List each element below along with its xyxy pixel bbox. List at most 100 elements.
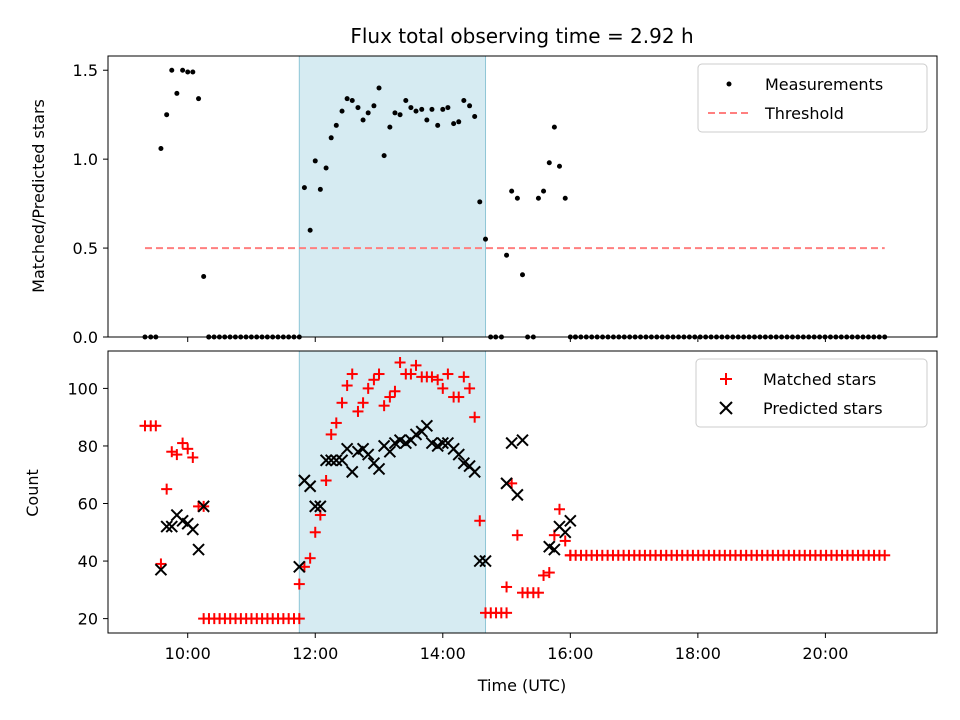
predicted-stars-point-b (377, 439, 391, 453)
predicted-stars-point-b (505, 436, 518, 450)
measurements-point (344, 96, 350, 102)
predicted-stars-point (319, 454, 333, 467)
predicted-stars-point-b (335, 454, 349, 467)
predicted-stars-point-b (393, 433, 407, 447)
matched-stars-point (432, 374, 444, 386)
measurements-point (504, 252, 510, 258)
measurements-point (461, 97, 467, 103)
measurements-point (185, 69, 191, 75)
measurements-point (164, 112, 170, 118)
bottom-legend: Matched stars Predicted stars (695, 358, 928, 428)
measurements-point (365, 110, 371, 116)
predicted-stars-point (165, 520, 178, 533)
predicted-stars-point (548, 543, 561, 556)
measurements-point (562, 195, 568, 201)
predicted-stars-point (324, 454, 338, 467)
predicted-stars-point-b (197, 500, 210, 513)
chart-title: Flux total observing time = 2.92 h (350, 24, 693, 48)
bottom-x-tick-label: 20:00 (802, 644, 848, 663)
top-observing-window (298, 55, 487, 338)
measurements-point (472, 113, 478, 119)
legend-label-matched: Matched stars (763, 370, 876, 389)
matched-stars-point (378, 400, 390, 412)
predicted-stars-point-b (441, 436, 455, 450)
matched-stars-point (410, 359, 422, 371)
measurements-point (158, 145, 164, 151)
predicted-stars-point-b (330, 454, 343, 467)
matched-stars-point (177, 437, 189, 449)
measurements-point (174, 90, 180, 96)
measurements-point (381, 153, 387, 159)
matched-stars-point (373, 368, 385, 380)
predicted-stars-point (420, 419, 434, 433)
predicted-stars-point-b (319, 454, 333, 467)
predicted-stars-point (505, 436, 518, 450)
predicted-stars-point-b (160, 520, 173, 533)
predicted-stars-point-b (309, 500, 322, 513)
measurements-point (201, 274, 207, 280)
bottom-legend-box (695, 358, 928, 428)
matched-stars-point (352, 405, 364, 417)
predicted-stars-point-b (457, 457, 471, 470)
legend-label-measurements: Measurements (765, 75, 883, 94)
bottom-y-tick-label: 20 (78, 610, 98, 629)
predicted-stars-point (473, 554, 486, 568)
measurements-point (535, 195, 541, 201)
predicted-stars-point-b (340, 442, 354, 456)
predicted-stars-point-b (293, 560, 306, 574)
predicted-stars-point-b (314, 500, 327, 513)
measurements-point (349, 97, 355, 103)
measurements-point (556, 163, 562, 169)
matched-stars-point (437, 382, 449, 394)
matched-stars-point (304, 552, 316, 564)
predicted-stars-point (516, 433, 529, 447)
measurements-point (435, 122, 441, 128)
measurements-point (429, 106, 435, 112)
bottom-x-tick-label: 14:00 (420, 644, 466, 663)
matched-stars-point (357, 397, 369, 409)
matched-stars-point (442, 368, 454, 380)
matched-stars-point (394, 357, 406, 369)
matched-stars-point (368, 374, 380, 386)
matched-stars-point (511, 529, 523, 541)
top-panel: Matched/Predicted stars 0.0 0.5 1.0 1.5 (29, 55, 938, 347)
predicted-stars-point (303, 480, 317, 493)
measurements-point (403, 97, 409, 103)
bottom-y-tick-label: 100 (67, 379, 98, 398)
measurements-point (419, 106, 425, 112)
measurements-point (360, 117, 366, 123)
measurements-point (323, 165, 329, 171)
matched-stars-point (309, 526, 321, 538)
measurements-point (180, 67, 186, 73)
top-y-tick-label: 0.0 (73, 328, 98, 347)
predicted-stars-point-b (564, 514, 577, 527)
predicted-stars-point-b (361, 448, 375, 461)
matched-stars-point (155, 558, 167, 570)
predicted-stars-point (346, 465, 359, 479)
matched-stars-point (293, 578, 305, 590)
predicted-stars-point-b (511, 488, 524, 502)
predicted-stars-point-b (436, 436, 449, 450)
measurements-point (339, 108, 345, 114)
measurements-point (520, 272, 525, 278)
measurements-point (413, 108, 419, 114)
measurements-point (477, 199, 483, 205)
predicted-stars-point (309, 500, 322, 513)
matched-stars-point (405, 368, 417, 380)
matched-stars-point (553, 503, 565, 515)
predicted-stars-point-b (324, 454, 338, 467)
matched-stars-point (474, 515, 486, 527)
matched-stars-point (187, 451, 199, 463)
matched-stars-point (341, 380, 353, 392)
measurements-point (424, 117, 430, 123)
predicted-stars-point-b (452, 448, 465, 461)
legend-marker-measurements (726, 81, 732, 87)
measurements-point (440, 106, 446, 112)
measurements-point (371, 103, 377, 109)
matched-stars-point (171, 449, 183, 461)
bottom-x-tick-label: 18:00 (675, 644, 721, 663)
bottom-axes-frame (107, 350, 938, 634)
predicted-stars-point (197, 500, 210, 513)
matched-stars-point (362, 382, 374, 394)
